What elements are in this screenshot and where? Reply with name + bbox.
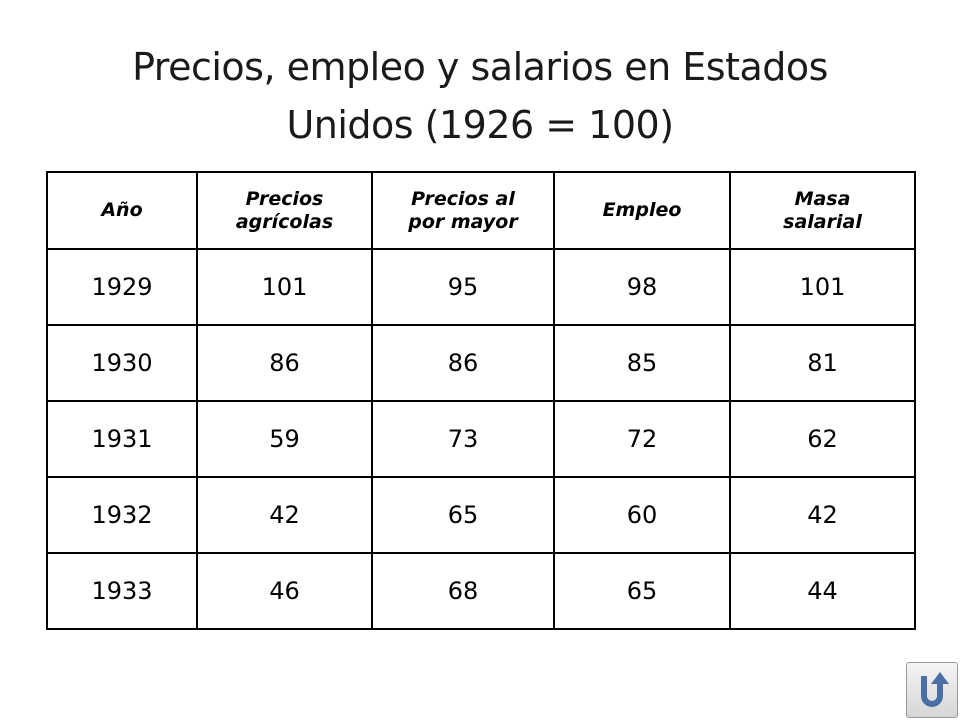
cell-wage: 81 bbox=[729, 324, 916, 402]
header-wage-line-1: Masa bbox=[794, 187, 851, 210]
cell-emp: 72 bbox=[553, 400, 731, 478]
table-header-row: Año Precios agrícolas Precios al por may… bbox=[46, 171, 916, 250]
header-wage-bill: Masa salarial bbox=[729, 171, 916, 250]
cell-wage: 62 bbox=[729, 400, 916, 478]
table-row: 1929 101 95 98 101 bbox=[46, 248, 916, 326]
cell-agri: 42 bbox=[196, 476, 373, 554]
header-whole-line-1: Precios al bbox=[411, 187, 515, 210]
cell-whole: 65 bbox=[371, 476, 555, 554]
cell-wage: 44 bbox=[729, 552, 916, 630]
cell-year: 1933 bbox=[46, 552, 198, 630]
cell-wage: 42 bbox=[729, 476, 916, 554]
u-turn-back-icon bbox=[921, 672, 949, 707]
table-row: 1930 86 86 85 81 bbox=[46, 324, 916, 402]
cell-year: 1932 bbox=[46, 476, 198, 554]
header-agri-line-1: Precios bbox=[245, 187, 324, 210]
cell-emp: 85 bbox=[553, 324, 731, 402]
cell-year: 1931 bbox=[46, 400, 198, 478]
cell-emp: 65 bbox=[553, 552, 731, 630]
table-row: 1933 46 68 65 44 bbox=[46, 552, 916, 630]
cell-emp: 98 bbox=[553, 248, 731, 326]
header-year: Año bbox=[46, 171, 198, 250]
header-year-label: Año bbox=[101, 199, 143, 221]
cell-whole: 95 bbox=[371, 248, 555, 326]
cell-whole: 86 bbox=[371, 324, 555, 402]
header-employment-label: Empleo bbox=[602, 199, 682, 221]
header-wage-line-2: salarial bbox=[783, 210, 862, 233]
table-row: 1932 42 65 60 42 bbox=[46, 476, 916, 554]
cell-whole: 73 bbox=[371, 400, 555, 478]
cell-year: 1929 bbox=[46, 248, 198, 326]
header-whole-line-2: por mayor bbox=[408, 210, 518, 233]
header-employment: Empleo bbox=[553, 171, 731, 250]
header-agri-line-2: agrícolas bbox=[235, 210, 334, 233]
cell-agri: 59 bbox=[196, 400, 373, 478]
cell-whole: 68 bbox=[371, 552, 555, 630]
table-row: 1931 59 73 72 62 bbox=[46, 400, 916, 478]
cell-agri: 86 bbox=[196, 324, 373, 402]
page-title-line-2: Unidos (1926 = 100) bbox=[286, 103, 674, 147]
cell-emp: 60 bbox=[553, 476, 731, 554]
cell-year: 1930 bbox=[46, 324, 198, 402]
page-title-line-1: Precios, empleo y salarios en Estados bbox=[132, 45, 828, 89]
cell-wage: 101 bbox=[729, 248, 916, 326]
header-agricultural-prices: Precios agrícolas bbox=[196, 171, 373, 250]
cell-agri: 101 bbox=[196, 248, 373, 326]
cell-agri: 46 bbox=[196, 552, 373, 630]
header-wholesale-prices: Precios al por mayor bbox=[371, 171, 555, 250]
back-button[interactable] bbox=[906, 662, 958, 718]
page-title: Precios, empleo y salarios en Estados Un… bbox=[60, 38, 900, 154]
data-table: Año Precios agrícolas Precios al por may… bbox=[46, 171, 916, 630]
